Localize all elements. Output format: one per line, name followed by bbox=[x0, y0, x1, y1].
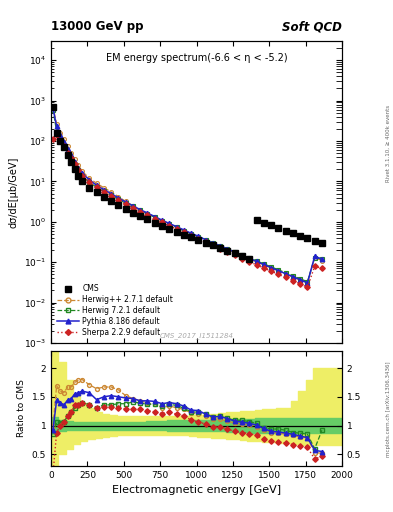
Legend: CMS, Herwig++ 2.7.1 default, Herwig 7.2.1 default, Pythia 8.186 default, Sherpa : CMS, Herwig++ 2.7.1 default, Herwig 7.2.… bbox=[55, 282, 176, 339]
Text: Soft QCD: Soft QCD bbox=[282, 20, 342, 33]
Text: mcplots.cern.ch [arXiv:1306.3436]: mcplots.cern.ch [arXiv:1306.3436] bbox=[386, 362, 391, 457]
Y-axis label: dσ/dE[μb/GeV]: dσ/dE[μb/GeV] bbox=[8, 156, 18, 228]
Y-axis label: Ratio to CMS: Ratio to CMS bbox=[17, 379, 26, 437]
Text: 13000 GeV pp: 13000 GeV pp bbox=[51, 20, 143, 33]
X-axis label: Electromagnetic energy [GeV]: Electromagnetic energy [GeV] bbox=[112, 485, 281, 495]
Text: CMS_2017_I1511284: CMS_2017_I1511284 bbox=[160, 332, 233, 338]
Text: Rivet 3.1.10, ≥ 400k events: Rivet 3.1.10, ≥ 400k events bbox=[386, 105, 391, 182]
Text: EM energy spectrum(-6.6 < η < -5.2): EM energy spectrum(-6.6 < η < -5.2) bbox=[106, 53, 287, 63]
